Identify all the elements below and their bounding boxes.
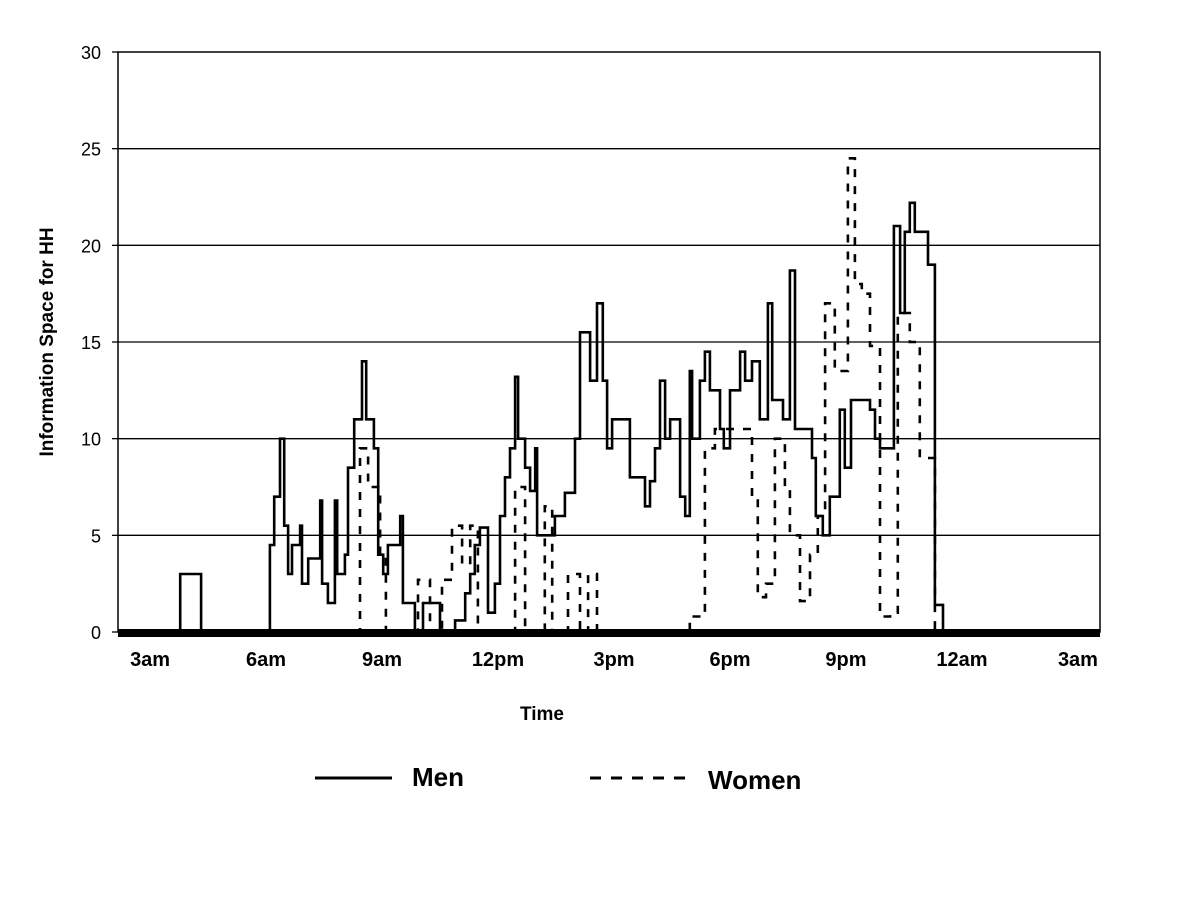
x-tick-label: 6am xyxy=(246,649,286,671)
x-tick-label: 9am xyxy=(362,649,402,671)
x-tick-label: 3am xyxy=(130,649,170,671)
y-axis-ticks: 0 5 10 15 20 25 30 xyxy=(81,43,118,643)
x-tick-label: 3pm xyxy=(593,649,634,671)
series-line-women xyxy=(118,157,1100,634)
y-tick-label: 0 xyxy=(91,623,101,643)
x-axis-ticks: 3am 6am 9am 12pm 3pm 6pm 9pm 12am 3am xyxy=(130,649,1098,671)
y-tick-label: 10 xyxy=(81,430,101,450)
y-tick-label: 20 xyxy=(81,236,101,256)
y-tick-label: 25 xyxy=(81,140,101,160)
x-tick-label: 3am xyxy=(1058,649,1098,671)
series-line-men xyxy=(118,201,1100,634)
x-axis-title: Time xyxy=(520,704,564,725)
x-tick-label: 12am xyxy=(936,649,987,671)
series-layer xyxy=(118,157,1100,634)
x-tick-label: 12pm xyxy=(472,649,524,671)
x-tick-label: 9pm xyxy=(825,649,866,671)
x-tick-label: 6pm xyxy=(709,649,750,671)
legend-women-label: Women xyxy=(708,765,801,795)
y-tick-label: 15 xyxy=(81,333,101,353)
legend: Men Women xyxy=(315,762,801,795)
y-tick-label: 30 xyxy=(81,43,101,63)
legend-men-label: Men xyxy=(412,762,464,792)
y-axis-title: Information Space for HH xyxy=(37,227,58,456)
baseline-bar xyxy=(118,629,1100,637)
y-tick-label: 5 xyxy=(91,526,101,546)
